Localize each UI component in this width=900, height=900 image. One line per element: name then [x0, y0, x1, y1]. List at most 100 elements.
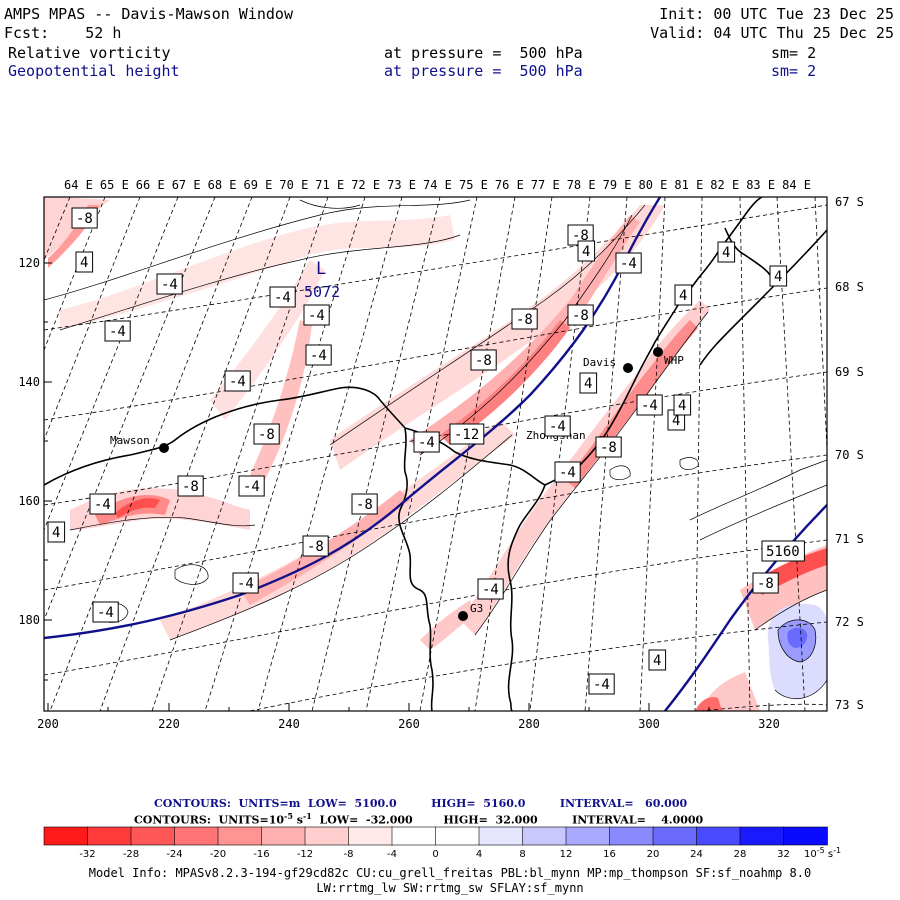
contour-label: -8	[351, 493, 378, 515]
longitude-label: 82 E	[710, 178, 739, 192]
colorbar-swatch	[130, 826, 176, 846]
height-contour-info: CONTOURS: UNITS=m LOW= 5100.0 HIGH= 5160…	[154, 797, 688, 810]
colorbar-swatch	[652, 826, 698, 846]
svg-text:-4: -4	[559, 465, 576, 481]
pressure-level-vorticity: at pressure = 500 hPa	[384, 44, 583, 62]
svg-text:-4: -4	[274, 290, 291, 306]
colorbar-tick: 0	[432, 849, 438, 860]
colorbar-swatch	[217, 826, 263, 846]
svg-text:-4: -4	[229, 374, 246, 390]
colorbar-swatch	[565, 826, 611, 846]
longitude-label: 84 E	[782, 178, 811, 192]
colorbar-tick-labels: -32 -28 -24 -20 -16 -12 -8 -4 0 4 8 12 16 20 24 28 32	[79, 849, 790, 860]
x-tick-label: 260	[398, 717, 420, 731]
contour-label: -4	[615, 252, 642, 274]
longitude-label: 68 E	[208, 178, 237, 192]
colorbar-swatch	[696, 826, 741, 846]
svg-text:-8: -8	[572, 308, 589, 324]
colorbar-swatch	[478, 826, 524, 846]
longitude-label: 73 E	[387, 178, 416, 192]
contour-label: -4	[477, 578, 504, 600]
longitude-label: 78 E	[567, 178, 596, 192]
svg-text:-4: -4	[593, 677, 610, 693]
colorbar-tick: 32	[777, 849, 790, 860]
svg-text:-4: -4	[549, 419, 566, 435]
svg-text:-8: -8	[475, 353, 492, 369]
contour-label: 4	[717, 241, 736, 263]
longitude-label: 79 E	[603, 178, 632, 192]
x-tick-label: 220	[158, 717, 180, 731]
y-axis-labels: 120 140 160 180	[18, 256, 40, 627]
colorbar-swatch	[435, 826, 480, 846]
colorbar-tick: -8	[344, 849, 354, 860]
svg-text:-8: -8	[572, 228, 589, 244]
contour-label: 4	[47, 521, 66, 543]
y-tick-label: 180	[18, 613, 40, 627]
svg-text:-4: -4	[243, 479, 260, 495]
svg-text:-8: -8	[356, 497, 373, 513]
colorbar-swatch	[522, 826, 567, 846]
contour-label: -8	[71, 207, 98, 229]
map-title: AMPS MPAS -- Davis-Mawson Window	[4, 5, 293, 23]
svg-text:-4: -4	[161, 277, 178, 293]
colorbar-tick: 16	[603, 849, 616, 860]
svg-text:-8: -8	[182, 479, 199, 495]
contour-label: -4	[544, 415, 571, 437]
longitude-label: 83 E	[746, 178, 775, 192]
svg-text:-4: -4	[620, 256, 637, 272]
longitude-label: 77 E	[531, 178, 560, 192]
latitude-label: 69 S	[835, 365, 864, 379]
contour-label: 5160	[761, 540, 805, 562]
contour-label: -4	[413, 431, 440, 453]
station-label-whp: WHP	[664, 354, 684, 367]
contour-label: -4	[92, 601, 119, 623]
x-tick-label: 200	[37, 717, 59, 731]
contour-label: -8	[470, 349, 497, 371]
svg-text:4: 4	[679, 288, 687, 304]
longitude-label: 70 E	[279, 178, 308, 192]
contour-label: -4	[588, 673, 615, 695]
contour-label: -8	[253, 423, 280, 445]
contour-label: -8	[567, 224, 594, 246]
svg-text:4: 4	[584, 376, 592, 392]
colorbar	[43, 826, 828, 846]
coastline	[44, 197, 827, 711]
longitude-label: 65 E	[100, 178, 129, 192]
contour-label: -4	[305, 344, 332, 366]
vorticity-positive-shading	[767, 603, 827, 699]
contour-label: -8	[177, 475, 204, 497]
colorbar-tick: 4	[476, 849, 482, 860]
contour-label: -4	[224, 370, 251, 392]
colorbar-tick: 20	[647, 849, 660, 860]
x-tick-label: 280	[518, 717, 540, 731]
contour-labels: -84-4-4-4-4-8-4-8-8-4-8-8-444-4-444-12 -4…	[47, 207, 805, 695]
svg-text:-4: -4	[310, 348, 327, 364]
latitude-label: 72 S	[835, 615, 864, 629]
svg-text:-8: -8	[757, 576, 774, 592]
colorbar-tick: -12	[297, 849, 313, 860]
latitude-label: 67 S	[835, 195, 864, 209]
latitude-labels: 67 S 68 S 69 S 70 S 71 S 72 S 73 S	[835, 195, 864, 712]
low-pressure-value: 5072	[304, 283, 340, 301]
colorbar-unit: 10-5 s-1	[804, 846, 841, 860]
graticule	[44, 197, 827, 711]
svg-text:4: 4	[678, 398, 686, 414]
contour-label: -4	[89, 493, 116, 515]
svg-text:4: 4	[774, 269, 782, 285]
colorbar-swatch	[304, 826, 350, 846]
contour-label: 4	[579, 372, 598, 394]
svg-text:4: 4	[672, 413, 680, 429]
x-tick-label: 240	[278, 717, 300, 731]
colorbar-tick: -32	[79, 849, 95, 860]
contour-label: 4	[75, 251, 94, 273]
colorbar-tick: -20	[210, 849, 226, 860]
contour-label: -4	[303, 304, 330, 326]
contour-label: -8	[567, 304, 594, 326]
low-pressure-marker: L	[316, 259, 326, 279]
colorbar-tick: -24	[166, 849, 182, 860]
longitude-label: 67 E	[172, 178, 201, 192]
svg-text:-4: -4	[308, 308, 325, 324]
svg-text:4: 4	[80, 255, 88, 271]
colorbar-swatch	[348, 826, 393, 846]
contour-label: 4	[577, 240, 596, 262]
